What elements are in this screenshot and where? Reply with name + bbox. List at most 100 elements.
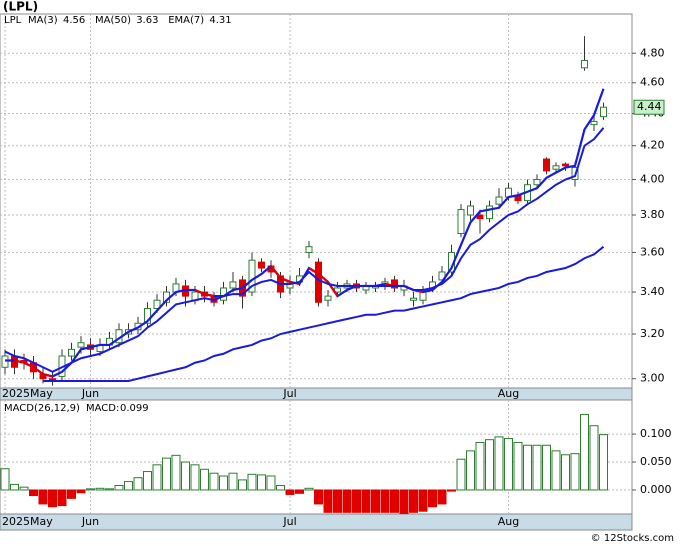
price-panel bbox=[0, 13, 633, 389]
macd-bar bbox=[504, 438, 513, 491]
last-price-label: 4.44 bbox=[637, 100, 662, 113]
macd-bar bbox=[371, 489, 380, 513]
candle-body bbox=[581, 60, 588, 69]
macd-bar bbox=[532, 444, 542, 491]
macd-bar bbox=[418, 489, 428, 512]
ma-down-segment bbox=[317, 273, 329, 283]
macd-bar bbox=[314, 489, 323, 505]
macd-bar bbox=[219, 475, 228, 491]
macd-bar bbox=[466, 450, 475, 491]
ma-down-segment bbox=[23, 361, 34, 369]
legend-text: MA(3) bbox=[28, 15, 58, 26]
ma-down-segment bbox=[14, 359, 25, 364]
macd-bar bbox=[257, 474, 266, 491]
candle-body bbox=[305, 246, 313, 253]
footer: © 12Stocks.com bbox=[591, 533, 674, 544]
macd-bar bbox=[86, 488, 95, 491]
y-tick-label: 3.60 bbox=[640, 245, 665, 258]
y-tick-label: 4.00 bbox=[640, 173, 665, 186]
macd-bar bbox=[361, 489, 371, 513]
panel-title: MACD(26,12,9) bbox=[4, 403, 80, 414]
candle-body bbox=[144, 308, 151, 324]
candle-body bbox=[153, 299, 161, 310]
candle-body bbox=[1, 355, 9, 368]
macd-bar bbox=[171, 454, 181, 491]
x-axis-strip bbox=[0, 513, 633, 531]
y-tick-label: 4.80 bbox=[640, 46, 665, 59]
candle-body bbox=[410, 297, 417, 301]
macd-bar bbox=[209, 472, 219, 491]
candle-body bbox=[600, 106, 607, 118]
macd-bar bbox=[409, 489, 418, 513]
last-price-box bbox=[633, 99, 665, 115]
legend-text: 4.56 bbox=[63, 15, 85, 26]
candle-body bbox=[248, 259, 256, 293]
macd-bar bbox=[276, 485, 285, 491]
x-tick-label: 2025May bbox=[2, 387, 53, 400]
macd-bar bbox=[247, 473, 257, 491]
candle-body bbox=[391, 279, 398, 289]
x-tick-label: Jul bbox=[282, 387, 296, 400]
macd-bar bbox=[38, 489, 48, 505]
x-tick-label: Jun bbox=[81, 387, 99, 400]
y-tick-label: 3.80 bbox=[640, 208, 665, 221]
y-tick-label: 0.050 bbox=[640, 455, 672, 468]
macd-bar bbox=[551, 450, 561, 491]
macd-bar bbox=[181, 461, 190, 491]
ma-down-segment bbox=[194, 288, 205, 296]
y-tick-label: 3.00 bbox=[640, 372, 665, 385]
macd-bar bbox=[143, 471, 152, 491]
macd-bar bbox=[570, 453, 580, 491]
macd-bar bbox=[390, 489, 399, 513]
candle-body bbox=[467, 205, 474, 216]
candle-body bbox=[229, 281, 237, 289]
ma-down-segment bbox=[204, 293, 215, 298]
macd-bar bbox=[95, 487, 105, 491]
x-tick-label: Jul bbox=[282, 515, 296, 528]
ma-down-segment bbox=[280, 276, 291, 283]
y-tick-label: 3.40 bbox=[640, 285, 665, 298]
macd-bar bbox=[399, 489, 409, 514]
macd-bar bbox=[124, 481, 133, 491]
macd-bar bbox=[10, 483, 19, 491]
macd-bar bbox=[76, 489, 86, 494]
macd-bar bbox=[238, 479, 247, 491]
macd-bar bbox=[200, 468, 209, 491]
macd-bar bbox=[589, 425, 599, 491]
legend-text: MACD: bbox=[86, 403, 119, 414]
macd-bar bbox=[228, 472, 238, 491]
y-tick-label: 4.20 bbox=[640, 139, 665, 152]
macd-bar bbox=[599, 434, 608, 491]
ma-down-segment bbox=[270, 265, 282, 279]
macd-bar bbox=[380, 489, 390, 513]
macd-bar bbox=[428, 489, 437, 508]
macd-bar bbox=[285, 489, 295, 495]
macd-bar bbox=[447, 489, 456, 492]
candle-body bbox=[419, 291, 427, 301]
macd-bar bbox=[475, 441, 485, 491]
candle-body bbox=[77, 342, 85, 348]
macd-bar bbox=[266, 475, 276, 491]
candle-body bbox=[258, 261, 265, 269]
macd-bar bbox=[190, 464, 200, 491]
macd-bar bbox=[133, 477, 143, 491]
macd-bar bbox=[152, 464, 162, 491]
candle-body bbox=[68, 348, 75, 357]
ma-line bbox=[43, 245, 605, 383]
macd-bar bbox=[105, 488, 114, 491]
ma-down-segment bbox=[32, 366, 44, 375]
candle-body bbox=[562, 163, 569, 167]
ma-down-segment bbox=[308, 267, 320, 275]
candle-body bbox=[552, 165, 560, 170]
macd-bar bbox=[48, 489, 57, 508]
y-tick-label: 0.000 bbox=[640, 483, 672, 496]
macd-bar bbox=[19, 486, 29, 491]
ma-down-segment bbox=[42, 373, 53, 378]
macd-bar bbox=[523, 444, 532, 491]
macd-bar bbox=[542, 444, 551, 491]
macd-bar bbox=[580, 414, 589, 491]
y-tick-label: 4.60 bbox=[640, 76, 665, 89]
candle-body bbox=[324, 295, 332, 301]
macd-bar bbox=[342, 489, 352, 513]
candle-body bbox=[533, 179, 541, 186]
